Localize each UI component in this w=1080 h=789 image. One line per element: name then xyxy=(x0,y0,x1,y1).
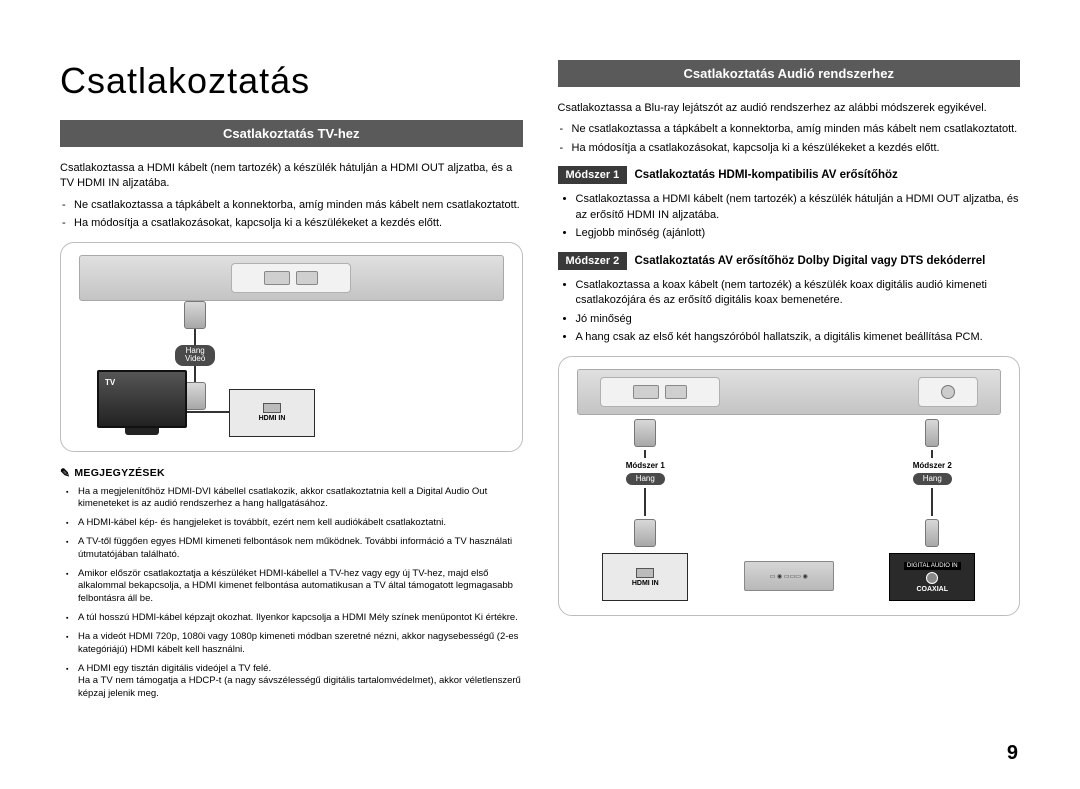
note-icon: ✎ xyxy=(60,466,70,480)
bullet-item: Csatlakoztassa a koax kábelt (nem tartoz… xyxy=(576,278,1021,309)
bullet-item: A hang csak az első két hangszóróból hal… xyxy=(576,330,1021,345)
note-item: A TV-től függően egyes HDMI kimeneti fel… xyxy=(78,536,523,562)
method1-heading: Módszer 1 Csatlakoztatás HDMI-kompatibil… xyxy=(558,166,1021,184)
right-column: Csatlakoztatás Audió rendszerhez Csatlak… xyxy=(558,60,1021,707)
diagram-method1-column: Módszer 1 Hang HDMI IN xyxy=(577,419,715,602)
hdmi-in-block: HDMI IN xyxy=(602,553,688,601)
note-item: Ha a megjelenítőhöz HDMI-DVI kábellel cs… xyxy=(78,486,523,512)
pill-hang-video: Hang Videó xyxy=(175,345,215,367)
hdmi-jack-icon xyxy=(636,568,654,578)
pill-hang: Hang xyxy=(626,473,665,486)
note-item: A HDMI egy tisztán digitális videójel a … xyxy=(78,663,523,701)
method2-label: Módszer 2 xyxy=(913,461,952,470)
cable-icon xyxy=(187,411,229,413)
pill-line2: Videó xyxy=(185,354,205,363)
warning-item: Ha módosítja a csatlakozásokat, kapcsolj… xyxy=(74,216,523,231)
two-column-layout: Csatlakoztatás Csatlakoztatás TV-hez Csa… xyxy=(60,60,1020,707)
hdmi-plug-icon xyxy=(184,301,206,329)
right-warnings: Ne csatlakoztassa a tápkábelt a konnekto… xyxy=(558,122,1021,156)
section-bar-audio: Csatlakoztatás Audió rendszerhez xyxy=(558,60,1021,87)
pill-line1: Hang xyxy=(186,346,205,355)
tv-icon: TV xyxy=(97,370,187,428)
cable-icon xyxy=(644,450,646,458)
diagram-avr-column: ▭ ◉ ▭▭▭ ◉ xyxy=(720,419,858,602)
hdmi-port xyxy=(264,271,290,285)
method2-tag: Módszer 2 xyxy=(558,252,628,270)
tv-block: TV xyxy=(97,370,187,435)
right-intro: Csatlakoztassa a Blu-ray lejátszót az au… xyxy=(558,101,1021,116)
hdmi-port xyxy=(633,385,659,399)
cable-icon xyxy=(194,366,196,382)
method1-label: Módszer 1 xyxy=(626,461,665,470)
note-item: Amikor először csatlakoztatja a készülék… xyxy=(78,568,523,606)
hdmi-in-label: HDMI IN xyxy=(259,415,286,422)
notes-list: Ha a megjelenítőhöz HDMI-DVI kábellel cs… xyxy=(60,486,523,701)
tv-label: TV xyxy=(105,378,115,387)
diagram-tv-connection: Hang Videó TV HDMI I xyxy=(60,242,523,452)
hdmi-in-label: HDMI IN xyxy=(632,580,659,587)
diagram-method2-column: Módszer 2 Hang DIGITAL AUDIO IN COAXIAL xyxy=(864,419,1002,602)
coaxial-label: COAXIAL xyxy=(917,586,949,593)
hdmi-plug-icon xyxy=(184,382,206,410)
coax-plug-icon xyxy=(925,419,939,447)
player-rear-panel xyxy=(577,369,1002,415)
cable-icon xyxy=(931,488,933,516)
method1-bullets: Csatlakoztassa a HDMI kábelt (nem tartoz… xyxy=(558,192,1021,241)
note-item: Ha a videót HDMI 720p, 1080i vagy 1080p … xyxy=(78,631,523,657)
hdmi-plug-icon xyxy=(634,519,656,547)
port-panel xyxy=(231,263,351,293)
method2-heading: Módszer 2 Csatlakoztatás AV erősítőhöz D… xyxy=(558,252,1021,270)
warning-item: Ne csatlakoztassa a tápkábelt a konnekto… xyxy=(74,198,523,213)
method2-bullets: Csatlakoztassa a koax kábelt (nem tartoz… xyxy=(558,278,1021,346)
coax-plug-icon xyxy=(925,519,939,547)
hdmi-jack-icon xyxy=(263,403,281,413)
hdmi-plug-icon xyxy=(634,419,656,447)
coax-port xyxy=(941,385,955,399)
port-panel xyxy=(600,377,720,407)
left-column: Csatlakoztatás Csatlakoztatás TV-hez Csa… xyxy=(60,60,523,707)
digital-audio-in-label: DIGITAL AUDIO IN xyxy=(904,562,961,570)
hdmi-in-block: HDMI IN xyxy=(229,389,315,437)
pill-hang: Hang xyxy=(913,473,952,486)
note-item: A HDMI-kábel kép- és hangjeleket is tová… xyxy=(78,517,523,530)
bullet-item: Legjobb minőség (ajánlott) xyxy=(576,226,1021,241)
bullet-item: Csatlakoztassa a HDMI kábelt (nem tartoz… xyxy=(576,192,1021,223)
page-title: Csatlakoztatás xyxy=(60,60,523,102)
page-number: 9 xyxy=(1007,742,1018,765)
warning-item: Ha módosítja a csatlakozásokat, kapcsolj… xyxy=(572,141,1021,156)
coax-jack-icon xyxy=(926,572,938,584)
lan-port xyxy=(665,385,687,399)
lan-port xyxy=(296,271,318,285)
cable-icon xyxy=(194,329,196,345)
left-warnings: Ne csatlakoztassa a tápkábelt a konnekto… xyxy=(60,198,523,232)
digital-audio-in-block: DIGITAL AUDIO IN COAXIAL xyxy=(889,553,975,601)
left-intro: Csatlakoztassa a HDMI kábelt (nem tartoz… xyxy=(60,161,523,192)
note-item: A túl hosszú HDMI-kábel képzajt okozhat.… xyxy=(78,612,523,625)
av-receiver-icon: ▭ ◉ ▭▭▭ ◉ xyxy=(744,561,834,591)
method1-tag: Módszer 1 xyxy=(558,166,628,184)
diagram-audio-connection: Módszer 1 Hang HDMI IN ▭ ◉ ▭▭▭ ◉ xyxy=(558,356,1021,617)
cable-icon xyxy=(931,450,933,458)
notes-heading: ✎MEGJEGYZÉSEK xyxy=(60,466,523,480)
tv-stand-icon xyxy=(125,428,159,435)
section-bar-tv: Csatlakoztatás TV-hez xyxy=(60,120,523,147)
cable-icon xyxy=(644,488,646,516)
warning-item: Ne csatlakoztassa a tápkábelt a konnekto… xyxy=(572,122,1021,137)
bullet-item: Jó minőség xyxy=(576,312,1021,327)
player-rear-panel xyxy=(79,255,504,301)
coax-port-panel xyxy=(918,377,978,407)
method2-title: Csatlakoztatás AV erősítőhöz Dolby Digit… xyxy=(635,255,986,267)
method1-title: Csatlakoztatás HDMI-kompatibilis AV erős… xyxy=(635,169,898,181)
